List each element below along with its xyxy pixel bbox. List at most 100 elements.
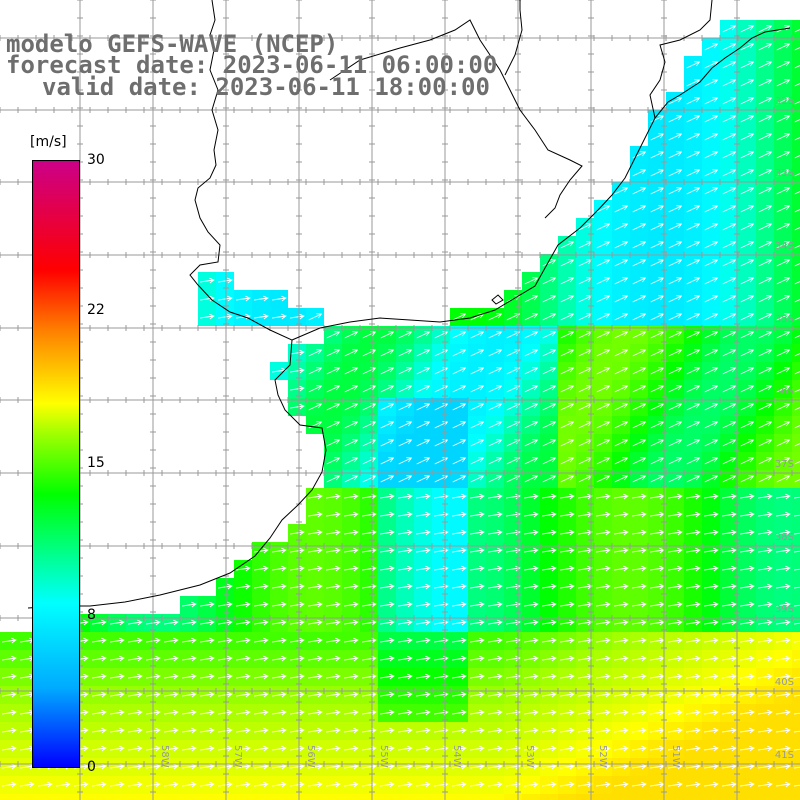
wind-arrow: [596, 421, 611, 429]
wind-arrow: [794, 604, 800, 607]
wind-arrow: [470, 547, 485, 554]
wind-arrow: [614, 223, 629, 231]
wind-arrow: [344, 601, 359, 608]
wind-arrow: [596, 511, 611, 518]
wind-arrow: [668, 745, 683, 752]
wind-arrow: [668, 169, 683, 177]
wind-arrow: [794, 172, 800, 177]
wind-cell: [522, 794, 540, 800]
wind-arrow: [704, 97, 719, 105]
wind-arrow: [722, 385, 737, 393]
wind-arrow: [326, 385, 341, 393]
wind-arrow: [686, 493, 701, 500]
wind-arrow: [614, 403, 629, 411]
wind-arrow: [542, 349, 557, 357]
wind-arrow: [218, 673, 233, 680]
latitude-label: 32S: [775, 96, 794, 107]
wind-arrow: [704, 493, 719, 500]
wind-arrow: [740, 277, 755, 285]
wind-arrow: [578, 511, 593, 518]
wind-arrow: [200, 313, 215, 320]
wind-arrow: [470, 727, 485, 734]
wind-arrow: [650, 421, 665, 429]
longitude-label: 56W: [305, 745, 316, 768]
wind-arrow: [740, 295, 755, 303]
wind-arrow: [128, 709, 143, 716]
wind-arrow: [290, 763, 305, 770]
wind-arrow: [128, 637, 143, 644]
wind-arrow: [668, 241, 683, 249]
wind-arrow: [524, 475, 539, 483]
wind-arrow: [488, 637, 503, 644]
wind-arrow: [200, 763, 215, 770]
wind-arrow: [272, 295, 287, 302]
wind-arrow: [794, 226, 800, 231]
wind-cell: [126, 794, 144, 800]
wind-arrow: [380, 529, 395, 536]
wind-arrow: [668, 547, 683, 554]
wind-arrow: [650, 205, 665, 213]
wind-arrow: [704, 655, 719, 662]
wind-arrow: [542, 673, 557, 680]
wind-arrow: [452, 349, 467, 357]
wind-arrow: [704, 583, 719, 590]
wind-arrow: [614, 547, 629, 554]
wind-arrow: [722, 349, 737, 357]
wind-arrow: [794, 136, 800, 141]
wind-arrow: [560, 277, 575, 285]
wind-arrow: [200, 727, 215, 734]
wind-arrow: [470, 439, 485, 447]
wind-cell: [792, 416, 800, 434]
wind-cell: [162, 794, 180, 800]
wind-arrow: [668, 457, 683, 465]
wind-arrow: [740, 259, 755, 267]
wind-arrow: [326, 691, 341, 698]
wind-arrow: [758, 367, 773, 375]
wind-arrow: [794, 622, 800, 625]
wind-arrow: [362, 619, 377, 626]
wind-arrow: [560, 475, 575, 483]
wind-arrow: [290, 313, 305, 320]
wind-arrow: [236, 583, 251, 590]
wind-cell: [540, 794, 558, 800]
wind-arrow: [632, 205, 647, 213]
wind-arrow: [740, 43, 755, 51]
wind-arrow: [488, 529, 503, 536]
wind-arrow: [560, 637, 575, 644]
wind-cell: [234, 794, 252, 800]
wind-arrow: [74, 781, 89, 788]
wind-arrow: [398, 367, 413, 375]
wind-arrow: [290, 673, 305, 680]
wind-arrow: [596, 457, 611, 465]
wind-arrow: [380, 601, 395, 608]
wind-cell: [792, 254, 800, 272]
wind-arrow: [110, 727, 125, 734]
wind-arrow: [704, 115, 719, 123]
wind-arrow: [380, 583, 395, 590]
wind-arrow: [416, 529, 431, 536]
wind-arrow: [632, 277, 647, 285]
wind-arrow: [758, 241, 773, 249]
wind-cell: [648, 794, 666, 800]
wind-arrow: [110, 637, 125, 644]
wind-arrow: [398, 673, 413, 680]
wind-arrow: [686, 673, 701, 680]
wind-arrow: [614, 655, 629, 662]
wind-arrow: [632, 151, 647, 159]
wind-arrow: [686, 403, 701, 411]
wind-arrow: [344, 745, 359, 752]
wind-arrow: [776, 313, 791, 321]
wind-arrow: [398, 781, 413, 788]
wind-arrow: [560, 457, 575, 465]
wind-arrow: [470, 493, 485, 500]
wind-arrow: [686, 295, 701, 303]
wind-arrow: [686, 349, 701, 357]
wind-arrow: [632, 439, 647, 447]
wind-arrow: [596, 781, 611, 788]
wind-arrow: [758, 61, 773, 69]
wind-arrow: [560, 529, 575, 536]
wind-arrow: [344, 439, 359, 447]
wind-arrow: [596, 403, 611, 411]
wind-arrow: [758, 439, 773, 447]
wind-arrow: [776, 421, 791, 429]
